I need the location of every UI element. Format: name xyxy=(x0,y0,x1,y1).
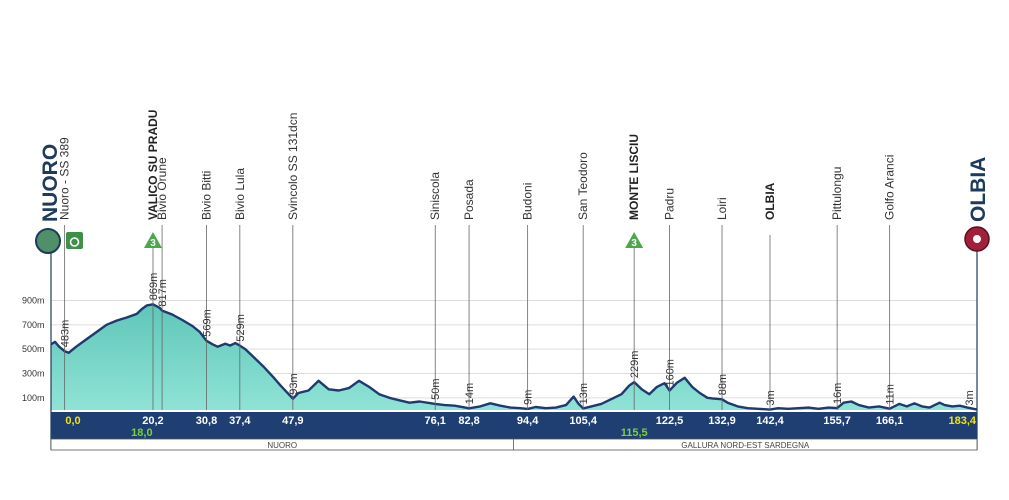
km-label: 105,4 xyxy=(569,415,597,427)
timing-icon-dial xyxy=(69,237,80,247)
km-label: 0,0 xyxy=(65,415,80,427)
waypoint-altitude: 569m xyxy=(202,309,214,337)
km-label: 82,8 xyxy=(458,415,479,427)
waypoint-altitude: 229m xyxy=(629,351,641,379)
finish-name: OLBIA xyxy=(967,157,990,222)
waypoint-altitude: 529m xyxy=(235,314,247,342)
km-label: 18,0 xyxy=(131,427,152,439)
waypoint-altitude: 869m xyxy=(148,273,160,301)
waypoint-altitude: 3m xyxy=(765,390,777,405)
waypoint-name: VALICO SU PRADU xyxy=(146,110,160,220)
waypoint-name: Siniscola xyxy=(428,172,442,220)
y-tick-label: 300m xyxy=(22,369,45,379)
waypoint-altitude: 817m xyxy=(157,279,169,307)
km-label: 142,4 xyxy=(756,415,784,427)
kom-triangle-icon xyxy=(143,232,162,248)
waypoint-name: Golfo Aranci xyxy=(883,155,897,220)
waypoint-altitude: 9m xyxy=(523,390,535,405)
km-label: 132,9 xyxy=(708,415,736,427)
region-box xyxy=(50,438,978,451)
km-label: 94,4 xyxy=(517,415,539,427)
kom-category: 3 xyxy=(631,238,637,249)
waypoint-altitude: 93m xyxy=(288,373,300,394)
finish-altitude: 3m xyxy=(964,390,976,405)
waypoint-altitude: 160m xyxy=(665,359,677,387)
waypoint-altitude: 483m xyxy=(60,320,72,348)
y-tick-label: 700m xyxy=(22,320,45,330)
waypoint-name: Bivio Orune xyxy=(155,157,169,220)
km-label: 47,9 xyxy=(282,415,303,427)
km-label: 166,1 xyxy=(876,415,904,427)
kom-category: 3 xyxy=(150,238,156,249)
waypoint-name: Posada xyxy=(462,179,476,220)
y-axis-ticks: 100m 300m 500m 700m 900m xyxy=(22,296,45,403)
waypoint-altitude: 13m xyxy=(578,383,590,404)
region-bar: NUORO GALLURA NORD-EST SARDEGNA xyxy=(50,438,978,451)
km-label: 115,5 xyxy=(621,427,648,439)
km-label: 155,7 xyxy=(823,415,851,427)
km-label: 30,8 xyxy=(196,415,217,427)
waypoint-name: Padru xyxy=(663,188,677,220)
timing-icon xyxy=(66,232,83,249)
region-label: GALLURA NORD-EST SARDEGNA xyxy=(681,441,810,450)
waypoint-altitude: 88m xyxy=(717,374,729,395)
waypoint-name: Pittulongu xyxy=(830,167,844,220)
kom-triangle-icon xyxy=(625,232,644,248)
waypoint-markers: Nuoro - SS 389 483m VALICO SU PRADU 869m Biv… xyxy=(39,110,990,450)
km-label: 76,1 xyxy=(425,415,446,427)
finish-circle-dot xyxy=(973,235,981,243)
waypoint-name: Bivio Bitti xyxy=(200,171,214,220)
elevation-fill xyxy=(51,304,977,410)
y-tick-label: 900m xyxy=(22,296,45,306)
waypoint-name: OLBIA xyxy=(763,182,777,220)
waypoint-altitude: 16m xyxy=(832,383,844,404)
km-label: 183,4 xyxy=(948,415,976,427)
waypoint-name: Nuoro - SS 389 xyxy=(58,137,72,220)
waypoint-name: Budoni xyxy=(521,183,535,220)
km-bar xyxy=(51,412,977,439)
waypoint-altitude: 50m xyxy=(430,379,442,400)
km-label: 20,2 xyxy=(142,415,163,427)
waypoint-name: Svincolo SS 131dcn xyxy=(286,113,300,220)
elevation-area xyxy=(50,303,978,411)
start-name: NUORO xyxy=(39,144,62,222)
waypoint-altitude: 14m xyxy=(464,383,476,404)
waypoint-altitude: 11m xyxy=(885,384,897,405)
waypoint-name: MONTE LISCIU xyxy=(627,134,641,220)
waypoint-name: Loiri xyxy=(715,197,729,220)
distance-bar: 20,2 30,8 37,4 47,9 76,1 82,8 94,4 105,4 122,5 13… xyxy=(51,412,977,439)
waypoint-name: San Teodoro xyxy=(576,152,590,220)
km-label: 122,5 xyxy=(656,415,684,427)
region-label: NUORO xyxy=(267,441,297,450)
elevation-line xyxy=(50,303,978,411)
y-tick-label: 500m xyxy=(22,344,45,354)
y-tick-label: 100m xyxy=(22,393,45,403)
waypoint-name: Bivio Lula xyxy=(233,168,247,220)
start-circle-icon xyxy=(35,228,61,254)
km-label: 37,4 xyxy=(229,415,251,427)
